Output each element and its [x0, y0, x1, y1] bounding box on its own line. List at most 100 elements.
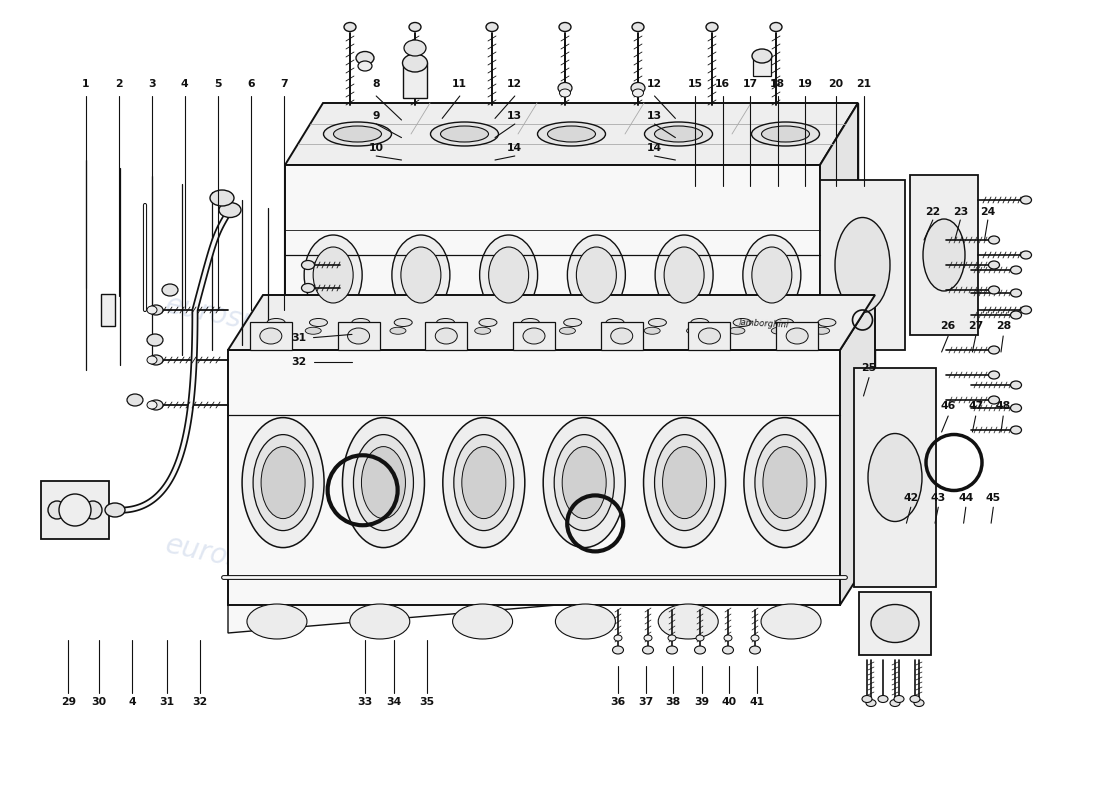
Ellipse shape	[910, 695, 920, 702]
Text: 47: 47	[968, 402, 983, 411]
Ellipse shape	[734, 318, 751, 326]
Polygon shape	[263, 295, 874, 550]
Ellipse shape	[147, 356, 157, 364]
Ellipse shape	[356, 51, 374, 65]
Text: eurospares: eurospares	[526, 290, 684, 350]
Ellipse shape	[353, 434, 414, 530]
Ellipse shape	[305, 327, 321, 334]
Text: 6: 6	[248, 79, 254, 89]
Text: 45: 45	[986, 493, 1001, 502]
Ellipse shape	[350, 604, 410, 639]
Ellipse shape	[562, 446, 606, 518]
Polygon shape	[910, 175, 978, 335]
Ellipse shape	[667, 646, 678, 654]
Ellipse shape	[314, 247, 353, 303]
Ellipse shape	[613, 646, 624, 654]
Ellipse shape	[862, 695, 872, 702]
Circle shape	[48, 501, 66, 519]
Ellipse shape	[890, 699, 900, 706]
Text: 39: 39	[694, 698, 710, 707]
Ellipse shape	[162, 284, 178, 296]
Polygon shape	[859, 592, 931, 655]
Ellipse shape	[871, 605, 918, 642]
Text: 27: 27	[968, 322, 983, 331]
Ellipse shape	[404, 40, 426, 56]
Ellipse shape	[989, 371, 1000, 379]
Text: 9: 9	[373, 111, 380, 121]
Ellipse shape	[752, 247, 792, 303]
Ellipse shape	[749, 646, 760, 654]
Ellipse shape	[868, 434, 922, 522]
Ellipse shape	[645, 122, 713, 146]
Text: 28: 28	[996, 322, 1011, 331]
Text: 23: 23	[953, 207, 968, 217]
Ellipse shape	[104, 503, 125, 517]
Text: 26: 26	[940, 322, 956, 331]
Ellipse shape	[362, 446, 406, 518]
Ellipse shape	[989, 236, 1000, 244]
Ellipse shape	[521, 318, 539, 326]
Polygon shape	[41, 481, 109, 539]
Ellipse shape	[742, 235, 801, 315]
Text: 2: 2	[116, 79, 122, 89]
Ellipse shape	[432, 327, 449, 334]
Ellipse shape	[614, 635, 622, 641]
Ellipse shape	[1021, 196, 1032, 204]
Text: 10: 10	[368, 143, 384, 153]
Ellipse shape	[543, 418, 625, 547]
Ellipse shape	[761, 604, 821, 639]
Ellipse shape	[560, 327, 575, 334]
Polygon shape	[820, 103, 858, 365]
Text: 29: 29	[60, 698, 76, 707]
Ellipse shape	[242, 418, 324, 547]
Ellipse shape	[554, 434, 614, 530]
Polygon shape	[101, 294, 116, 326]
Ellipse shape	[352, 318, 370, 326]
Ellipse shape	[989, 396, 1000, 404]
Text: 44: 44	[958, 493, 974, 502]
Ellipse shape	[751, 122, 820, 146]
Text: 13: 13	[507, 111, 522, 121]
Text: 12: 12	[507, 79, 522, 89]
Text: 40: 40	[722, 698, 737, 707]
Text: 13: 13	[647, 111, 662, 121]
Text: 22: 22	[925, 207, 940, 217]
Polygon shape	[323, 103, 858, 303]
Ellipse shape	[560, 89, 571, 97]
Ellipse shape	[400, 247, 441, 303]
Ellipse shape	[696, 635, 704, 641]
Text: 21: 21	[856, 79, 871, 89]
Bar	[403, 63, 427, 98]
Ellipse shape	[631, 82, 645, 94]
Polygon shape	[777, 322, 818, 350]
Ellipse shape	[698, 328, 720, 344]
Ellipse shape	[344, 22, 356, 31]
Ellipse shape	[744, 418, 826, 547]
Ellipse shape	[664, 247, 704, 303]
Ellipse shape	[440, 126, 488, 142]
Text: 11: 11	[452, 79, 468, 89]
Ellipse shape	[835, 218, 890, 313]
Ellipse shape	[548, 126, 595, 142]
Ellipse shape	[752, 49, 772, 63]
Text: 42: 42	[903, 493, 918, 502]
Polygon shape	[228, 545, 874, 633]
Ellipse shape	[436, 328, 458, 344]
Polygon shape	[840, 295, 874, 605]
Text: 46: 46	[940, 402, 956, 411]
Ellipse shape	[475, 327, 491, 334]
Ellipse shape	[894, 695, 904, 702]
Text: 31: 31	[292, 333, 307, 342]
Ellipse shape	[648, 318, 667, 326]
Ellipse shape	[558, 82, 572, 94]
Ellipse shape	[301, 261, 315, 270]
Ellipse shape	[147, 306, 157, 314]
Ellipse shape	[654, 434, 715, 530]
Ellipse shape	[323, 122, 392, 146]
Polygon shape	[250, 322, 292, 350]
Text: eurospares: eurospares	[526, 530, 684, 590]
Ellipse shape	[342, 418, 425, 547]
Ellipse shape	[776, 318, 793, 326]
Ellipse shape	[253, 434, 313, 530]
Ellipse shape	[443, 418, 525, 547]
